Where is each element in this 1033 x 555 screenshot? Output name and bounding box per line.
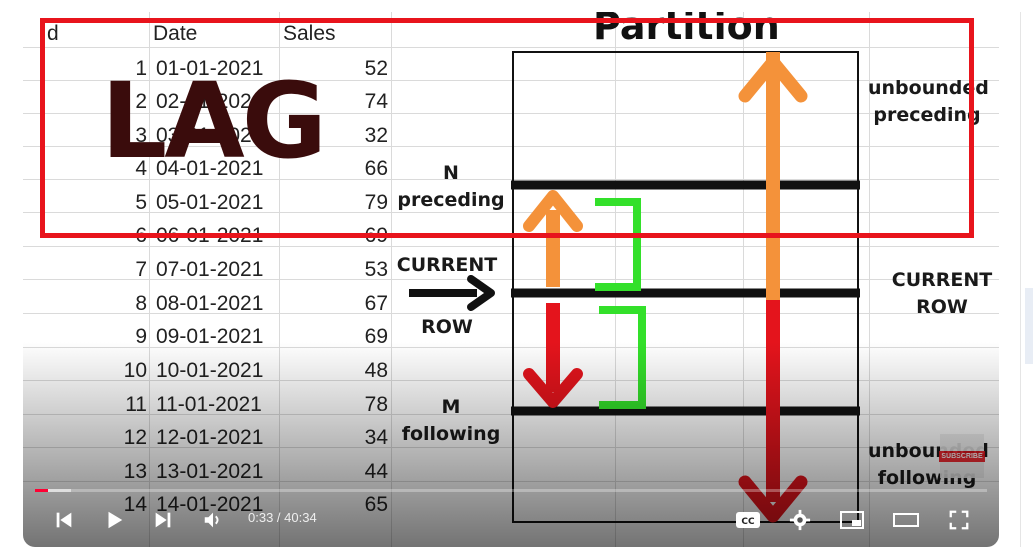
miniplayer-icon <box>840 511 864 529</box>
miniplayer-button[interactable] <box>834 502 870 538</box>
m-label: M <box>441 396 461 418</box>
unbounded-word: unbounded <box>868 77 989 99</box>
video-player[interactable]: d Date Sales 1 01-01-2021 52 2 02-01-2021 74… <box>23 12 999 547</box>
row-id: 4 <box>135 157 147 180</box>
current-row-label: CURRENT ROW <box>887 267 997 321</box>
time-separator: / <box>273 510 285 525</box>
row-id: 7 <box>135 258 147 281</box>
column-header-id: d <box>47 22 59 45</box>
grid-line <box>23 279 999 280</box>
row-word: ROW <box>916 296 968 318</box>
column-header-sales: Sales <box>283 22 336 45</box>
grid-line <box>23 146 999 147</box>
current-pointer-head <box>467 275 495 311</box>
fullscreen-button[interactable] <box>941 502 977 538</box>
row-sales: 53 <box>364 258 388 281</box>
current-word: CURRENT <box>891 269 993 291</box>
settings-gear-icon <box>789 509 811 531</box>
table-row: 4 04-01-2021 66 <box>23 154 403 187</box>
highlight-box <box>40 18 974 238</box>
time-total: 40:34 <box>284 510 317 525</box>
following-label: following <box>401 423 501 445</box>
play-icon <box>108 511 123 529</box>
row-sales: 52 <box>364 57 388 80</box>
grid-line <box>23 179 999 180</box>
unbounded-up-arrow-head <box>738 55 808 103</box>
table-row: 3 03-01-2021 32 <box>23 121 403 154</box>
n-preceding-label: N preceding <box>396 160 506 214</box>
grid-line <box>279 12 280 547</box>
grid-line <box>869 12 870 547</box>
previous-button[interactable] <box>46 502 82 538</box>
grid-line <box>23 47 999 48</box>
previous-icon <box>56 512 72 528</box>
row-id: 9 <box>135 325 147 348</box>
row-id: 8 <box>135 292 147 315</box>
sidebar-card-edge[interactable] <box>1025 288 1033 364</box>
time-current: 0:33 <box>248 510 274 525</box>
captions-button[interactable]: CC <box>730 502 766 538</box>
row-date: 01-01-2021 <box>156 57 264 80</box>
row-sales: 74 <box>364 90 388 113</box>
grid-line <box>23 113 999 114</box>
captions-icon: CC <box>736 512 760 528</box>
volume-button[interactable] <box>195 502 231 538</box>
unbounded-preceding-label: unbounded preceding <box>868 75 989 129</box>
grid-line <box>743 12 744 547</box>
lag-title: LAG <box>101 60 327 182</box>
theater-mode-icon <box>893 513 919 527</box>
table-row: 1 01-01-2021 52 <box>23 54 403 87</box>
grid-line <box>149 12 150 547</box>
grid-line <box>23 313 999 314</box>
grid-line <box>23 246 999 247</box>
row-id: 1 <box>135 57 147 80</box>
theater-mode-button[interactable] <box>888 502 924 538</box>
current-label: CURRENT <box>388 252 506 279</box>
table-row: 7 07-01-2021 53 <box>23 255 403 288</box>
row-date: 08-01-2021 <box>156 292 264 315</box>
row-date: 05-01-2021 <box>156 191 264 214</box>
sidebar-edge <box>1020 12 1033 547</box>
progress-bar[interactable] <box>35 489 987 492</box>
current-word: CURRENT <box>396 254 498 276</box>
table-row: 5 05-01-2021 79 <box>23 188 403 221</box>
row-date: 03-01-2021 <box>156 124 264 147</box>
row-sales: 32 <box>364 124 388 147</box>
grid-line <box>23 80 999 81</box>
preceding-word: preceding <box>873 104 981 126</box>
fullscreen-icon <box>949 510 969 530</box>
grid-line <box>23 212 999 213</box>
n-label: N <box>443 162 459 184</box>
row-id: 5 <box>135 191 147 214</box>
time-display: 0:33 / 40:34 <box>248 510 317 525</box>
grid-line <box>391 12 392 547</box>
grid-line <box>615 12 616 547</box>
row-id: 3 <box>135 124 147 147</box>
row-sales: 66 <box>364 157 388 180</box>
orange-arrow-head <box>523 190 583 232</box>
next-button[interactable] <box>145 502 181 538</box>
play-button[interactable] <box>96 502 132 538</box>
table-row: 8 08-01-2021 67 <box>23 289 403 322</box>
row-date: 04-01-2021 <box>156 157 264 180</box>
volume-icon <box>204 512 219 528</box>
settings-button[interactable] <box>782 502 818 538</box>
row-sales: 79 <box>364 191 388 214</box>
m-following-label: M following <box>396 394 506 448</box>
preceding-label: preceding <box>397 189 505 211</box>
progress-buffered <box>35 489 72 492</box>
table-row: 2 02-01-2021 74 <box>23 87 403 120</box>
row-id: 2 <box>135 90 147 113</box>
video-frame: d Date Sales 1 01-01-2021 52 2 02-01-2021 74… <box>23 12 999 547</box>
subscribe-watermark[interactable]: SUBSCRIBE <box>939 434 985 478</box>
svg-text:CC: CC <box>741 517 755 527</box>
row-sales: 67 <box>364 292 388 315</box>
subscribe-label: SUBSCRIBE <box>939 450 985 462</box>
row-date: 07-01-2021 <box>156 258 264 281</box>
column-header-date: Date <box>153 22 198 45</box>
next-icon <box>155 512 171 528</box>
row-date: 02-01-2021 <box>156 90 264 113</box>
progress-played <box>35 489 48 492</box>
row-label: ROW <box>421 316 473 338</box>
